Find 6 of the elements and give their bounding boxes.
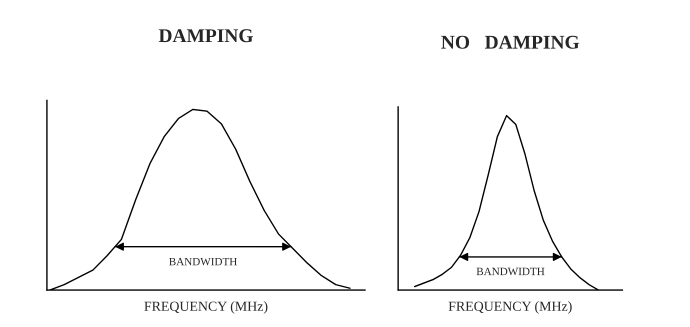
x-axis-title: FREQUENCY (MHz) <box>448 301 572 314</box>
x-axis-title: FREQUENCY (MHz) <box>144 301 268 314</box>
chart-title: NO DAMPING <box>441 36 580 49</box>
ref-line-label: BANDWIDTH <box>476 268 544 276</box>
chart-title: DAMPING <box>158 29 253 42</box>
ref-line-label: BANDWIDTH <box>169 258 237 266</box>
